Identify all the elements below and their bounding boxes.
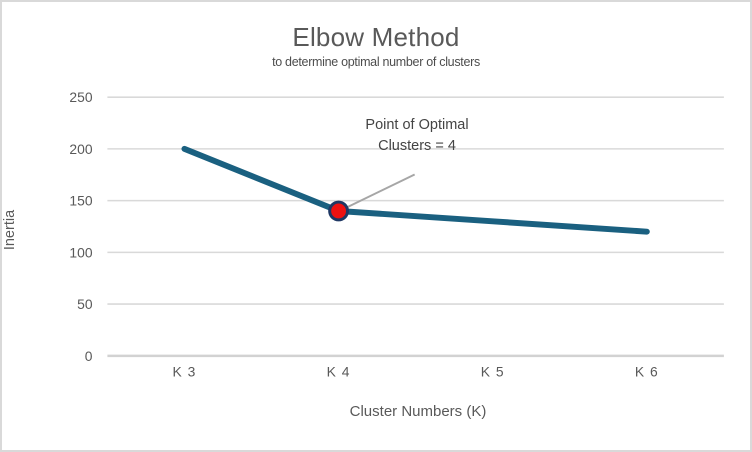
optimal-point-dot <box>328 200 349 222</box>
annotation-label: Point of Optimal Clusters = 4 <box>305 115 529 157</box>
y-tick-label: 150 <box>69 193 92 209</box>
chart-subtitle: to determine optimal number of clusters <box>272 55 480 69</box>
line-series <box>181 145 650 235</box>
annotation-line-2: Clusters = 4 <box>378 138 456 154</box>
annotation-line-1: Point of Optimal <box>365 117 469 133</box>
x-tick-label: K 6 <box>635 364 659 380</box>
y-tick-label: 50 <box>77 296 93 312</box>
x-tick-label: K 5 <box>481 364 505 380</box>
series-line <box>181 145 650 235</box>
y-axis-tick-labels: 0 50 100 150 200 250 <box>69 89 92 364</box>
y-axis-title: Inertia <box>2 209 18 251</box>
x-tick-label: K 4 <box>327 364 351 380</box>
x-tick-label: K 3 <box>173 364 197 380</box>
y-tick-label: 250 <box>69 89 92 105</box>
optimal-point-marker <box>328 200 349 222</box>
y-tick-label: 100 <box>69 244 92 260</box>
y-tick-label: 200 <box>69 141 92 157</box>
gridlines <box>107 96 724 358</box>
annotation-leader-line <box>343 173 416 210</box>
x-axis-tick-labels: K 3 K 4 K 5 K 6 <box>173 364 659 380</box>
leader-line <box>343 173 416 210</box>
x-axis-title: Cluster Numbers (K) <box>349 403 487 420</box>
y-tick-label: 0 <box>85 348 93 364</box>
chart-title: Elbow Method <box>292 22 460 52</box>
